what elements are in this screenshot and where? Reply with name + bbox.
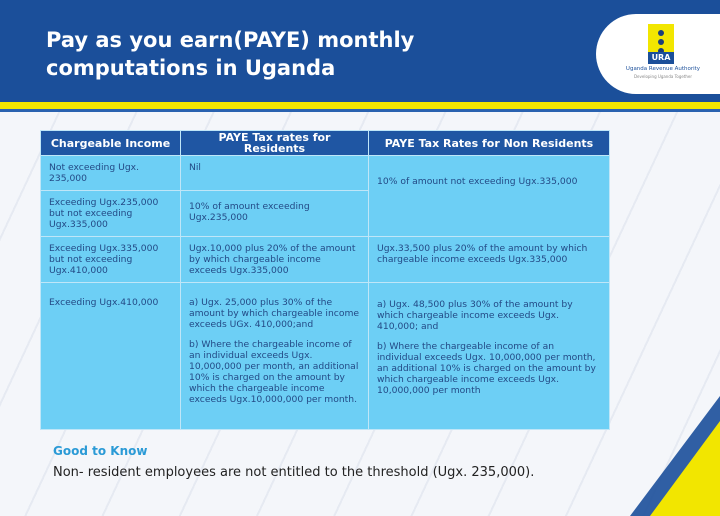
paye-table: Chargeable Income PAYE Tax rates for Res… xyxy=(40,130,610,430)
yellow-stripe xyxy=(0,102,720,109)
resident-cell: Nil xyxy=(180,155,369,191)
logo-acronym: URA xyxy=(648,52,674,64)
nonresident-cell: a) Ugx. 48,500 plus 30% of the amount by… xyxy=(368,282,610,430)
income-cell: Exceeding Ugx.335,000 but not exceeding … xyxy=(40,236,181,283)
table-row: Exceeding Ugx.410,000 a) Ugx. 25,000 plu… xyxy=(40,282,610,430)
resident-clause-b: b) Where the chargeable income of an ind… xyxy=(189,339,359,405)
ura-logo: URA Uganda Revenue Authority Developing … xyxy=(596,14,720,94)
header-non-residents: PAYE Tax Rates for Non Residents xyxy=(368,130,610,156)
title-line-2: computations in Uganda xyxy=(46,56,336,80)
title-line-1: Pay as you earn(PAYE) monthly xyxy=(46,28,415,52)
income-cell: Exceeding Ugx.410,000 xyxy=(40,282,181,430)
logo-tagline: Developing Uganda Together xyxy=(633,74,693,79)
page-title: Pay as you earn(PAYE) monthly computatio… xyxy=(46,26,414,82)
resident-cell: a) Ugx. 25,000 plus 30% of the amount by… xyxy=(180,282,369,430)
income-cell: Not exceeding Ugx. 235,000 xyxy=(40,155,181,191)
table-header-row: Chargeable Income PAYE Tax rates for Res… xyxy=(40,130,610,156)
header-residents: PAYE Tax rates for Residents xyxy=(180,130,369,156)
resident-cell: 10% of amount exceeding Ugx.235,000 xyxy=(180,190,369,237)
resident-clause-a: a) Ugx. 25,000 plus 30% of the amount by… xyxy=(189,297,360,330)
resident-cell: Ugx.10,000 plus 20% of the amount by whi… xyxy=(180,236,369,283)
good-to-know-heading: Good to Know xyxy=(53,444,148,458)
table-row: Exceeding Ugx.235,000 but not exceeding … xyxy=(40,190,610,237)
table-row: Exceeding Ugx.335,000 but not exceeding … xyxy=(40,236,610,283)
nonresident-cell: 10% of amount not exceeding Ugx.335,000 xyxy=(368,155,610,237)
good-to-know-note: Non- resident employees are not entitled… xyxy=(53,465,535,480)
blue-stripe xyxy=(0,109,720,112)
logo-name: Uganda Revenue Authority xyxy=(625,66,701,72)
corner-decoration-yellow xyxy=(650,421,720,516)
table-row: Not exceeding Ugx. 235,000 Nil 10% of am… xyxy=(40,155,610,237)
header-chargeable-income: Chargeable Income xyxy=(40,130,181,156)
nonresident-cell: Ugx.33,500 plus 20% of the amount by whi… xyxy=(368,236,610,283)
nonresident-clause-a: a) Ugx. 48,500 plus 30% of the amount by… xyxy=(377,299,573,332)
income-cell: Exceeding Ugx.235,000 but not exceeding … xyxy=(40,190,181,237)
nonresident-clause-b: b) Where the chargeable income of an ind… xyxy=(377,341,596,396)
